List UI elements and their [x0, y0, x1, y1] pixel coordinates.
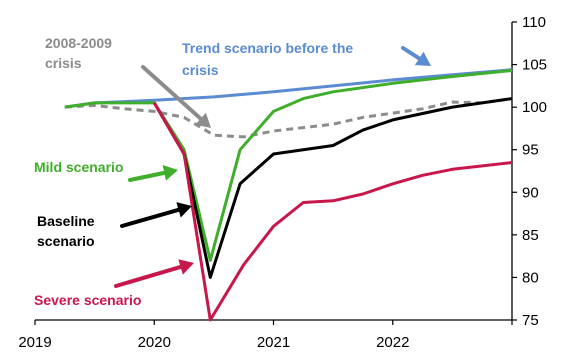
mild-arrow-shaft: [128, 170, 167, 182]
y-tick-label: 105: [522, 57, 547, 74]
mild-arrow-head: [162, 165, 178, 181]
crisis-label-line: 2008-2009: [45, 35, 112, 51]
trend-arrow-head: [414, 51, 431, 66]
series-line-mild: [64, 69, 513, 262]
baseline-arrow-shaft: [120, 207, 181, 228]
series-layer: [64, 68, 513, 322]
severe-arrow-head: [178, 259, 194, 275]
annotation-arrows: [114, 46, 431, 288]
x-tick-label: 2020: [138, 334, 171, 351]
series-line-crisis_2008_2009: [64, 97, 513, 139]
x-tick-label: 2021: [257, 334, 290, 351]
series-line-severe: [153, 102, 513, 322]
y-tick-label: 75: [522, 312, 539, 329]
trend-arrow-shaft: [401, 46, 422, 61]
x-tick-label: 2019: [18, 334, 51, 351]
y-tick-label: 110: [522, 14, 546, 31]
y-tick-label: 90: [522, 184, 539, 201]
trend-label-line: crisis: [182, 62, 219, 78]
baseline-label-line: Baseline: [37, 213, 95, 229]
baseline-arrow-head: [176, 202, 192, 218]
axes: 2019 2020 2021 2022 75 80 85 90 95 100 105 110: [18, 14, 547, 351]
baseline-label-line: scenario: [37, 233, 95, 249]
y-tick-label: 95: [522, 142, 539, 159]
severe-arrow-shaft: [114, 264, 183, 288]
y-tick-label: 80: [522, 269, 539, 286]
crisis-arrow-head: [195, 112, 211, 128]
trend-label-line: Trend scenario before the: [182, 40, 353, 56]
x-tick-label: 2022: [376, 334, 409, 351]
annotation-layer: 2008-2009 crisis Trend scenario before the…: [34, 35, 353, 308]
y-tick-label: 85: [522, 227, 539, 244]
series-line-baseline: [153, 97, 513, 279]
mild-label-line: Mild scenario: [34, 159, 123, 175]
severe-label-line: Severe scenario: [34, 292, 141, 308]
crisis-arrow-shaft: [141, 65, 203, 121]
y-tick-label: 100: [522, 99, 547, 116]
crisis-label-line: crisis: [45, 55, 82, 71]
